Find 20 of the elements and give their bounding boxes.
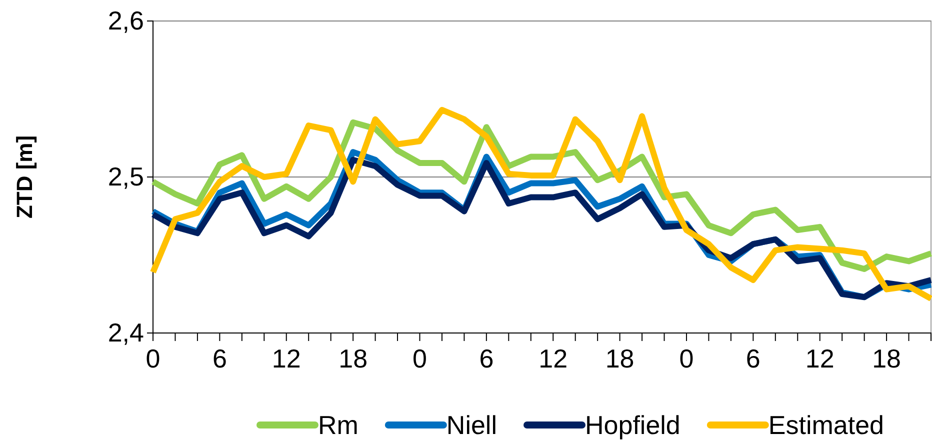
y-axis-title: ZTD [m]: [12, 135, 37, 219]
x-tick-label: 6: [479, 343, 494, 374]
y-tick-label: 2,5: [108, 161, 144, 192]
legend-label: Niell: [446, 410, 497, 440]
legend-label: Estimated: [768, 410, 884, 440]
legend-label: Hopfield: [585, 410, 680, 440]
x-tick-label: 0: [679, 343, 694, 374]
x-tick-label: 0: [146, 343, 160, 374]
x-tick-label: 6: [212, 343, 227, 374]
x-tick-label: 6: [746, 343, 760, 374]
x-tick-label: 12: [272, 343, 301, 374]
x-tick-label: 0: [412, 343, 427, 374]
x-tick-label: 12: [538, 343, 568, 374]
x-tick-label: 18: [338, 343, 368, 374]
x-tick-label: 12: [805, 343, 834, 374]
y-tick-label: 2,6: [108, 5, 144, 36]
x-tick-label: 18: [605, 343, 634, 374]
legend-label: Rm: [318, 410, 358, 440]
y-tick-label: 2,4: [108, 317, 144, 348]
x-tick-label: 18: [872, 343, 902, 374]
